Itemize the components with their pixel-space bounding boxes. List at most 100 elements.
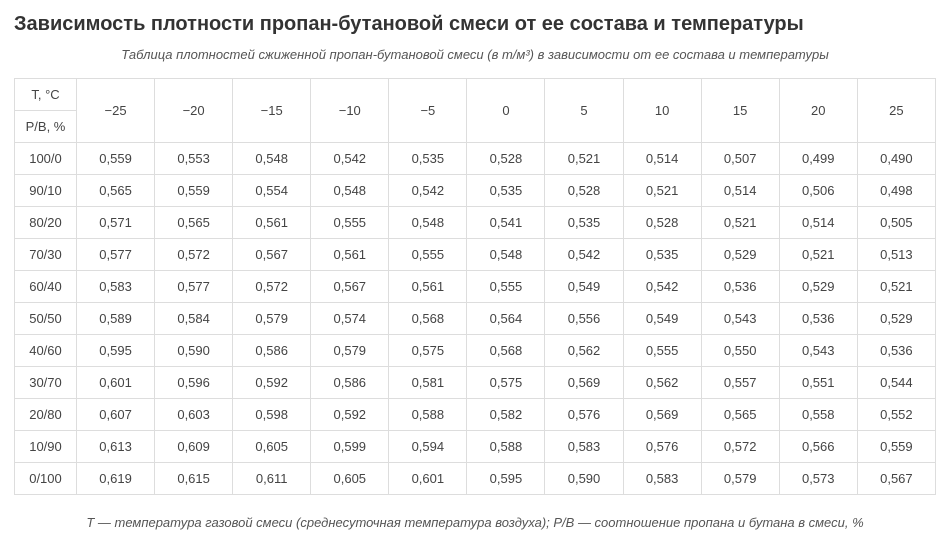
data-cell: 0,555 — [467, 271, 545, 303]
data-cell: 0,529 — [857, 303, 935, 335]
data-cell: 0,567 — [311, 271, 389, 303]
data-cell: 0,521 — [545, 143, 623, 175]
data-cell: 0,507 — [701, 143, 779, 175]
data-cell: 0,573 — [779, 463, 857, 495]
data-cell: 0,514 — [623, 143, 701, 175]
data-cell: 0,583 — [623, 463, 701, 495]
header-row-top: T, °C −25 −20 −15 −10 −5 0 5 10 15 20 25 — [15, 79, 936, 111]
data-cell: 0,619 — [77, 463, 155, 495]
data-cell: 0,521 — [779, 239, 857, 271]
col-header: 0 — [467, 79, 545, 143]
data-cell: 0,615 — [155, 463, 233, 495]
data-cell: 0,559 — [857, 431, 935, 463]
data-cell: 0,543 — [701, 303, 779, 335]
row-header: 10/90 — [15, 431, 77, 463]
data-cell: 0,562 — [623, 367, 701, 399]
data-cell: 0,529 — [701, 239, 779, 271]
data-cell: 0,528 — [623, 207, 701, 239]
data-cell: 0,550 — [701, 335, 779, 367]
row-header: 50/50 — [15, 303, 77, 335]
data-cell: 0,565 — [155, 207, 233, 239]
data-cell: 0,595 — [467, 463, 545, 495]
data-cell: 0,607 — [77, 399, 155, 431]
data-cell: 0,579 — [701, 463, 779, 495]
data-cell: 0,611 — [233, 463, 311, 495]
data-cell: 0,605 — [311, 463, 389, 495]
data-cell: 0,561 — [389, 271, 467, 303]
data-cell: 0,535 — [389, 143, 467, 175]
data-cell: 0,559 — [77, 143, 155, 175]
row-header: 0/100 — [15, 463, 77, 495]
data-cell: 0,521 — [701, 207, 779, 239]
data-cell: 0,555 — [623, 335, 701, 367]
data-cell: 0,586 — [311, 367, 389, 399]
data-cell: 0,513 — [857, 239, 935, 271]
row-header: 100/0 — [15, 143, 77, 175]
data-cell: 0,589 — [77, 303, 155, 335]
data-cell: 0,590 — [545, 463, 623, 495]
data-cell: 0,590 — [155, 335, 233, 367]
data-cell: 0,535 — [467, 175, 545, 207]
data-cell: 0,567 — [857, 463, 935, 495]
data-cell: 0,548 — [233, 143, 311, 175]
data-cell: 0,566 — [779, 431, 857, 463]
table-body: 100/00,5590,5530,5480,5420,5350,5280,521… — [15, 143, 936, 495]
row-header: 40/60 — [15, 335, 77, 367]
data-cell: 0,601 — [389, 463, 467, 495]
data-cell: 0,561 — [311, 239, 389, 271]
row-header: 30/70 — [15, 367, 77, 399]
table-row: 80/200,5710,5650,5610,5550,5480,5410,535… — [15, 207, 936, 239]
page-title: Зависимость плотности пропан-бутановой с… — [14, 12, 936, 37]
data-cell: 0,575 — [389, 335, 467, 367]
data-cell: 0,562 — [545, 335, 623, 367]
data-cell: 0,548 — [311, 175, 389, 207]
col-header: 25 — [857, 79, 935, 143]
data-cell: 0,599 — [311, 431, 389, 463]
data-cell: 0,557 — [701, 367, 779, 399]
table-row: 60/400,5830,5770,5720,5670,5610,5550,549… — [15, 271, 936, 303]
data-cell: 0,558 — [779, 399, 857, 431]
data-cell: 0,609 — [155, 431, 233, 463]
data-cell: 0,584 — [155, 303, 233, 335]
data-cell: 0,521 — [623, 175, 701, 207]
corner-cell-top: T, °C — [15, 79, 77, 111]
data-cell: 0,583 — [77, 271, 155, 303]
col-header: −25 — [77, 79, 155, 143]
data-cell: 0,603 — [155, 399, 233, 431]
data-cell: 0,588 — [467, 431, 545, 463]
data-cell: 0,568 — [389, 303, 467, 335]
data-cell: 0,499 — [779, 143, 857, 175]
data-cell: 0,506 — [779, 175, 857, 207]
data-cell: 0,572 — [701, 431, 779, 463]
col-header: 20 — [779, 79, 857, 143]
data-cell: 0,594 — [389, 431, 467, 463]
data-cell: 0,605 — [233, 431, 311, 463]
data-cell: 0,574 — [311, 303, 389, 335]
data-cell: 0,569 — [545, 367, 623, 399]
data-cell: 0,551 — [779, 367, 857, 399]
data-cell: 0,577 — [155, 271, 233, 303]
data-cell: 0,571 — [77, 207, 155, 239]
table-row: 0/1000,6190,6150,6110,6050,6010,5950,590… — [15, 463, 936, 495]
table-head: T, °C −25 −20 −15 −10 −5 0 5 10 15 20 25… — [15, 79, 936, 143]
data-cell: 0,592 — [311, 399, 389, 431]
data-cell: 0,536 — [857, 335, 935, 367]
col-header: −5 — [389, 79, 467, 143]
table-row: 30/700,6010,5960,5920,5860,5810,5750,569… — [15, 367, 936, 399]
data-cell: 0,565 — [77, 175, 155, 207]
col-header: −20 — [155, 79, 233, 143]
table-row: 90/100,5650,5590,5540,5480,5420,5350,528… — [15, 175, 936, 207]
data-cell: 0,565 — [701, 399, 779, 431]
col-header: −10 — [311, 79, 389, 143]
data-cell: 0,556 — [545, 303, 623, 335]
row-header: 70/30 — [15, 239, 77, 271]
row-header: 80/20 — [15, 207, 77, 239]
data-cell: 0,613 — [77, 431, 155, 463]
table-row: 40/600,5950,5900,5860,5790,5750,5680,562… — [15, 335, 936, 367]
data-cell: 0,514 — [779, 207, 857, 239]
data-cell: 0,581 — [389, 367, 467, 399]
data-cell: 0,542 — [545, 239, 623, 271]
data-cell: 0,572 — [155, 239, 233, 271]
col-header: 5 — [545, 79, 623, 143]
table-row: 10/900,6130,6090,6050,5990,5940,5880,583… — [15, 431, 936, 463]
